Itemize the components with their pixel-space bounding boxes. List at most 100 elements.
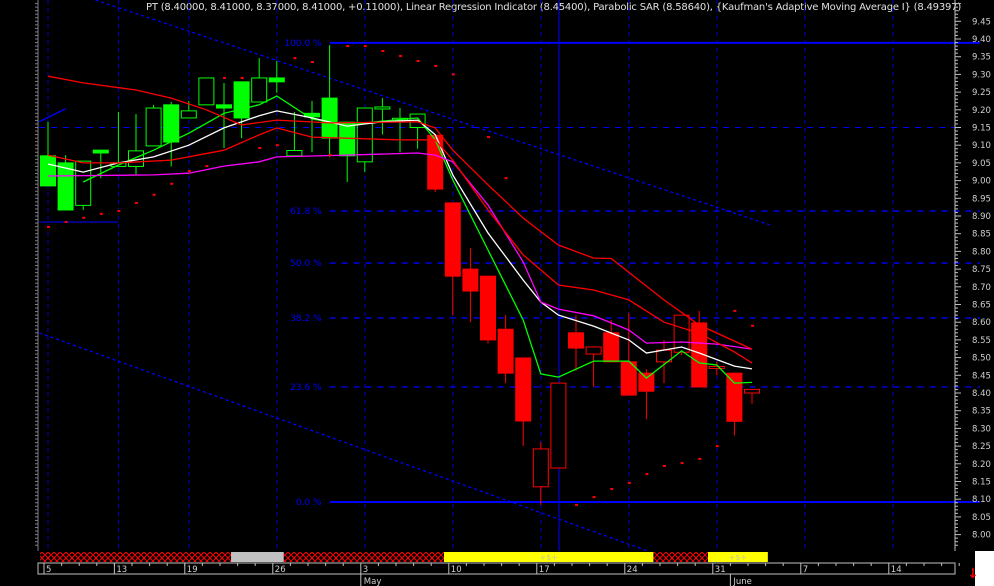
candle [532, 441, 549, 505]
candle [163, 102, 180, 167]
price-tick-label: 8.10 [972, 495, 991, 505]
candle-body [444, 202, 461, 277]
fib-level-label: 0.0 % [296, 498, 322, 508]
sar-dot [381, 50, 385, 53]
date-row [37, 562, 956, 575]
price-tick-label: 8.20 [972, 460, 991, 470]
sar-dot [258, 147, 262, 150]
candle [409, 113, 426, 149]
fib-level-label: 61.8 % [290, 207, 322, 217]
signal-strip-segment [653, 552, 708, 562]
fib-level-label: 38.2 % [290, 314, 322, 324]
down-arrow-icon[interactable]: ↓ [967, 566, 979, 582]
sar-dot [715, 445, 719, 448]
candle-body [75, 160, 92, 206]
candle-body [268, 77, 285, 83]
candle-body [374, 106, 391, 110]
signal-strip-segment [231, 552, 284, 562]
candle [603, 320, 620, 363]
candle [251, 58, 268, 103]
sar-dot [434, 64, 438, 67]
candle-body [585, 346, 602, 355]
candle [321, 45, 338, 157]
sar-dot [99, 212, 103, 215]
sar-dot [698, 457, 702, 460]
sar-dot [346, 45, 350, 48]
candles-layer [40, 45, 760, 505]
candle [480, 275, 496, 344]
candle-body [708, 365, 725, 369]
price-tick-label: 8.50 [972, 354, 991, 364]
sar-dot [751, 324, 754, 327]
candle-body [497, 328, 514, 374]
candle [392, 108, 408, 153]
price-tick-label: 9.35 [972, 53, 991, 63]
fib-level-label: 100.0 % [284, 39, 322, 49]
candle-body [145, 107, 162, 147]
date-tick-label: 3 [363, 565, 368, 575]
price-tick-label: 8.95 [972, 194, 991, 204]
candle [40, 121, 56, 187]
price-tick-label: 8.05 [972, 513, 991, 523]
signal-strip-segment [444, 552, 654, 562]
candle-body [480, 275, 496, 341]
price-tick-label: 9.40 [972, 35, 991, 45]
candle [198, 77, 215, 106]
sar-dot [399, 54, 402, 57]
sar-dot [610, 487, 614, 490]
price-tick-label: 8.25 [972, 442, 991, 452]
price-tick-label: 9.05 [972, 159, 991, 169]
sar-dot [117, 210, 121, 213]
sar-dot [663, 464, 666, 467]
date-tick-label: 17 [539, 565, 550, 575]
candle-body [233, 81, 250, 119]
candle-body [691, 322, 708, 388]
date-tick-label: 31 [715, 565, 726, 575]
candle [75, 160, 92, 210]
sar-dot [680, 462, 684, 465]
price-tick-label: 8.65 [972, 301, 991, 311]
sar-dot [504, 177, 508, 180]
month-label: May [364, 577, 382, 586]
sar-dot [240, 76, 244, 79]
candle-body [163, 104, 180, 143]
candle [497, 315, 514, 384]
candle [304, 100, 320, 153]
price-tick-label: 9.00 [972, 177, 991, 187]
sar-dot [135, 201, 138, 204]
sar-dot [47, 225, 50, 228]
candle [638, 369, 655, 420]
candle-body [515, 357, 532, 422]
price-tick-label: 8.45 [972, 371, 991, 381]
date-tick-label: 14 [891, 565, 902, 575]
candle [145, 104, 162, 147]
signal-strip-segment [283, 552, 444, 562]
candle [656, 339, 672, 384]
candle [673, 314, 690, 356]
candle [356, 107, 373, 173]
price-tick-label: 8.30 [972, 424, 991, 434]
candle-body [251, 77, 268, 103]
price-tick-label: 8.55 [972, 336, 991, 346]
candle-body [550, 382, 567, 469]
indicator-layer [47, 75, 753, 384]
sar-dot [627, 481, 631, 484]
sar-dot [187, 170, 191, 173]
price-tick-label: 9.30 [972, 70, 991, 80]
date-tick-label: 26 [275, 565, 286, 575]
sar-dot [328, 154, 332, 157]
signal-strip-label: +$+ [729, 553, 748, 562]
candle-body [638, 372, 655, 392]
trendline-short-trend [38, 108, 66, 123]
date-tick-label: 7 [803, 565, 808, 575]
candle-body [673, 314, 690, 353]
indicator-line-ma-white [47, 110, 753, 370]
sar-dot [733, 309, 737, 312]
price-tick-label: 8.70 [972, 283, 991, 293]
price-tick-label: 8.15 [972, 478, 991, 488]
price-tick-label: 9.45 [972, 17, 991, 27]
price-tick-label: 9.10 [972, 141, 991, 151]
price-tick-label: 8.35 [972, 407, 991, 417]
sar-dot [363, 45, 367, 48]
